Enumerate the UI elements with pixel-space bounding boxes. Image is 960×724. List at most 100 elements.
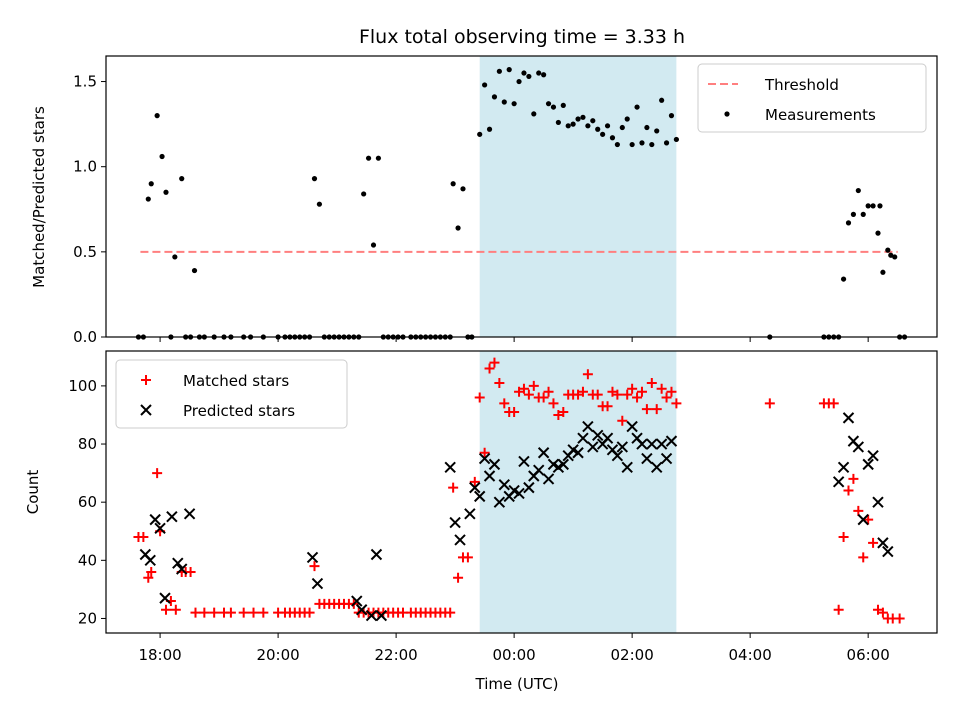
predicted-star-point [837,461,850,473]
measurement-point [375,155,382,161]
predicted-star-point [621,461,633,473]
matched-star-point [445,607,456,618]
measurement-point [550,104,557,110]
matched-star-point [636,386,647,397]
matched-star-point [469,476,480,487]
measurement-point [145,196,151,202]
predicted-star-point [557,458,570,471]
matched-star-point [843,485,854,496]
predicted-star-point [176,563,188,575]
measurement-point [191,267,198,274]
measurement-point [614,141,620,148]
legend-matched-label: Matched stars [183,372,289,390]
predicted-star-point [646,438,658,450]
predicted-star-point [518,455,530,468]
bottom-y-axis-label: Count [24,470,42,515]
axes-frame [105,350,938,634]
predicted-star-point [478,452,491,465]
predicted-star-point [601,432,614,444]
y-tick-label: 40 [78,551,97,569]
predicted-star-point [636,438,648,450]
measurement-point [496,68,502,74]
measurement-point [580,114,586,120]
measurement-point [482,82,488,88]
measurement-point [888,252,894,258]
measurement-point [668,113,675,119]
measurement-point [840,276,847,282]
legend-box [697,63,927,133]
predicted-star-point [449,516,461,529]
predicted-star-point [577,432,589,444]
predicted-star-point [469,481,481,494]
matched-star-point [641,404,652,415]
matched-star-point [489,357,500,368]
measurement-point [370,242,377,248]
measurement-point [172,254,178,260]
x-tick-label: 06:00 [847,646,890,664]
x-tick-label: 22:00 [374,646,417,664]
measurement-point [880,269,886,275]
matched-star-point [138,532,149,543]
matched-star-point [646,377,657,388]
predicted-star-point [611,449,624,462]
matched-star-point [853,505,864,516]
legend-predicted-label: Predicted stars [183,402,295,420]
matched-star-point [617,415,628,426]
predicted-star-point [144,554,156,567]
matched-star-point [209,607,220,618]
legend: Threshold Measurements [697,63,927,133]
matched-star-point [199,607,210,618]
measurement-point [575,116,581,122]
matched-star-point [518,383,529,394]
matched-star-point [160,604,171,615]
measurement-point [595,126,601,132]
predicted-star-point [542,473,555,485]
predicted-star-point [375,609,388,622]
measurement-point [455,225,461,231]
legend-matched-swatch [141,375,151,385]
legend-measurements-swatch [724,111,730,117]
matched-star-point [248,607,259,618]
measurement-point [885,247,891,253]
x-tick-label: 00:00 [493,646,536,664]
measurement-point [521,70,527,76]
x-axis-label: Time (UTC) [475,675,559,693]
measurement-point [506,67,512,73]
bottom-panel: 20 40 60 80 100 18:00 20:00 22:00 00:00 02:00 04:0… [68,350,938,664]
matched-star-point [863,514,874,525]
matched-star-point [592,389,603,400]
y-tick-label: 60 [78,493,97,511]
predicted-star-point [172,557,184,569]
measurement-point [570,121,576,127]
matched-star-point [499,398,510,409]
measurement-point [477,131,483,137]
predicted-star-point [872,496,884,508]
measurement-point [316,201,323,207]
matched-star-point [764,398,775,409]
matched-star-point [602,401,613,412]
measurement-point [609,135,616,141]
measurement-point [875,230,881,236]
matched-star-point [479,447,490,458]
measurement-point [870,203,876,209]
predicted-star-point [537,447,550,459]
measurement-point [590,118,596,124]
predicted-star-point [867,449,879,462]
predicted-star-point [493,496,506,508]
predicted-star-point [882,545,894,558]
legend-box [115,359,348,429]
y-tick-label: 1.0 [73,158,97,176]
measurement-point [560,102,566,108]
measurement-point [154,113,160,119]
predicted-star-point [154,522,166,535]
measurement-point [639,140,645,146]
matched-star-point [484,363,495,374]
matched-star-point [582,369,593,380]
matched-star-point [558,407,569,418]
top-y-axis-label: Matched/Predicted stars [30,106,48,288]
y-tick-label: 100 [68,377,97,395]
matched-star-point [894,613,905,624]
measurement-point [585,123,591,129]
matched-star-point [612,389,623,400]
